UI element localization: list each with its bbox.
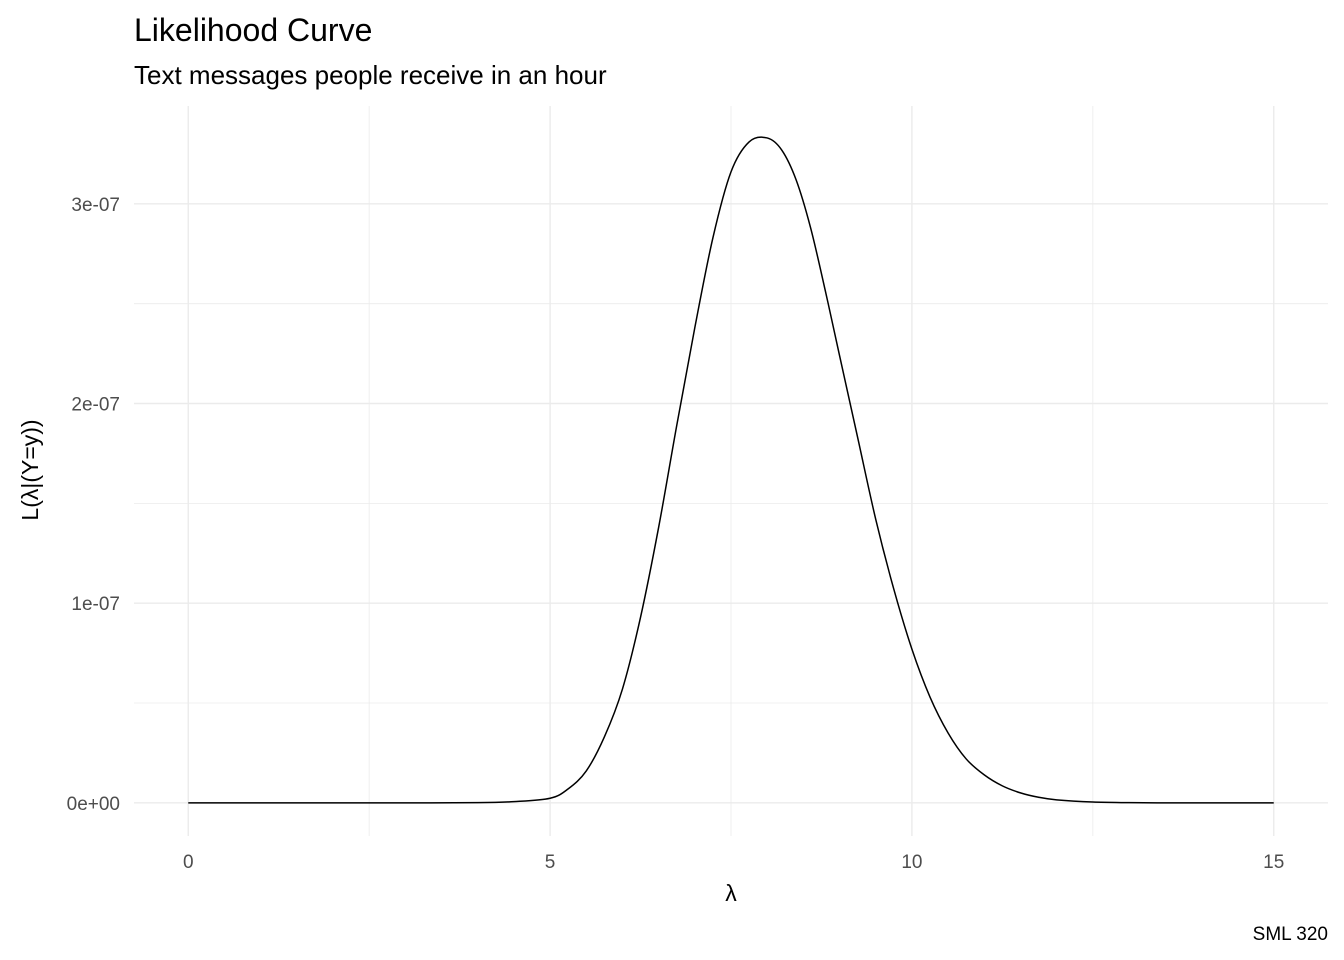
chart-title: Likelihood Curve (134, 12, 372, 48)
plot-area (188, 136, 1274, 804)
y-tick-label: 3e-07 (71, 195, 120, 216)
gridlines (134, 106, 1328, 836)
x-tick-label: 0 (183, 852, 194, 873)
x-tick-label: 15 (1263, 852, 1284, 873)
x-tick-label: 5 (545, 852, 556, 873)
chart-caption: SML 320 (1253, 924, 1328, 945)
y-tick-label: 2e-07 (71, 395, 120, 416)
likelihood-curve (188, 136, 1274, 804)
y-tick-label: 0e+00 (67, 794, 120, 815)
tick-labels: 0 5 10 15 0e+00 1e-07 2e-07 3e-07 (67, 195, 1285, 873)
chart-subtitle: Text messages people receive in an hour (134, 60, 607, 90)
y-tick-label: 1e-07 (71, 594, 120, 615)
y-axis-title: L(λ|(Y=y)) (17, 419, 43, 520)
x-tick-label: 10 (901, 852, 922, 873)
x-axis-title: λ (725, 880, 737, 906)
